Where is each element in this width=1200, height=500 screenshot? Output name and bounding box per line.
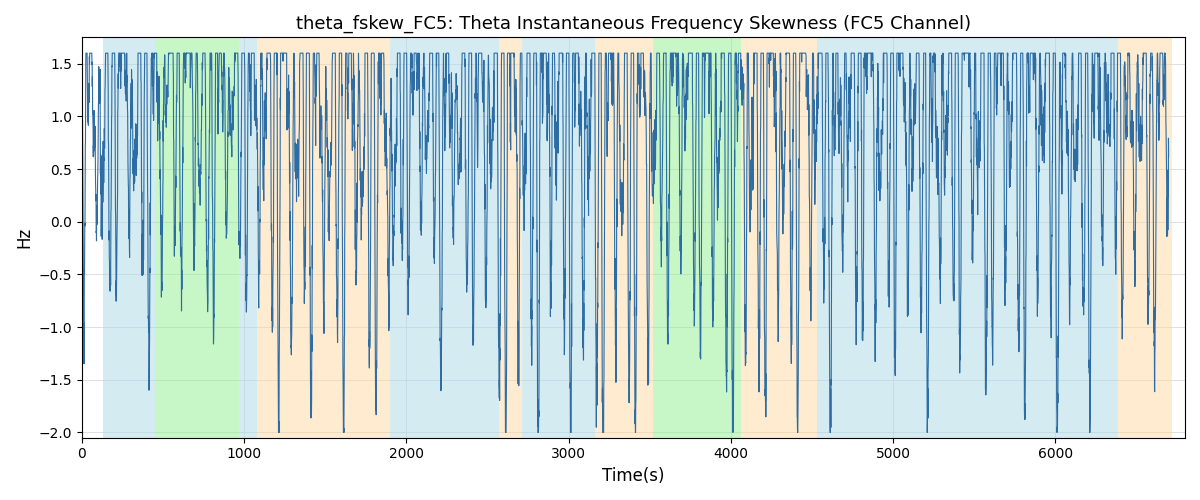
Bar [239,38,257,438]
Bar [257,38,390,438]
Bar [817,38,1118,438]
Bar [653,38,740,438]
Bar [594,38,653,438]
Bar [522,38,594,438]
Bar [103,38,155,438]
Title: theta_fskew_FC5: Theta Instantaneous Frequency Skewness (FC5 Channel): theta_fskew_FC5: Theta Instantaneous Fre… [296,15,971,34]
X-axis label: Time(s): Time(s) [602,467,665,485]
Bar [155,38,239,438]
Bar [740,38,817,438]
Bar [499,38,522,438]
Bar [390,38,499,438]
Bar [1118,38,1172,438]
Y-axis label: Hz: Hz [14,227,32,248]
